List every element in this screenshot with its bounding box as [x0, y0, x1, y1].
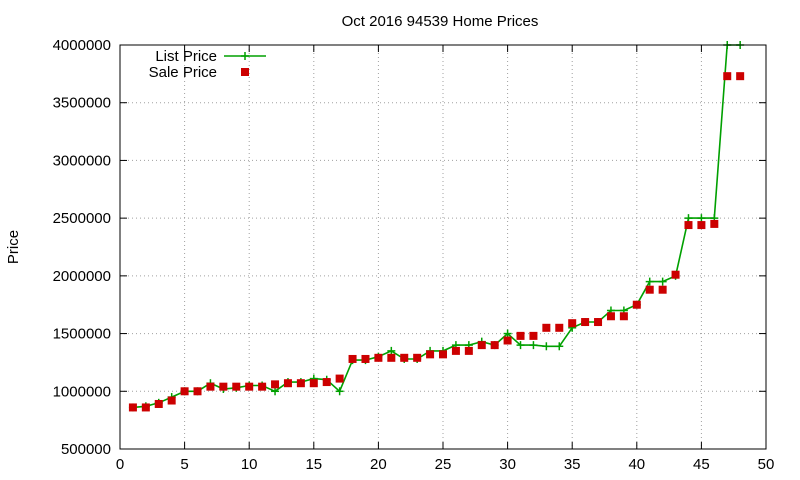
list-price-point [503, 329, 512, 338]
list-price-point [387, 346, 396, 355]
sale-price-point [516, 331, 525, 340]
sale-price-point [581, 318, 590, 327]
sale-price-point [413, 353, 422, 362]
sale-price-point [632, 300, 641, 309]
x-tick-label: 20 [370, 456, 387, 473]
sale-price-point [736, 72, 745, 81]
sale-price-point [490, 341, 499, 350]
y-tick-label: 500000 [61, 441, 111, 458]
list-price-line [132, 44, 741, 409]
sale-price-point [451, 346, 460, 355]
sale-price-point [426, 350, 435, 359]
sale-price-point [503, 336, 512, 345]
sale-price-point [645, 285, 654, 294]
y-tick-label: 2500000 [53, 210, 111, 227]
x-tick-label: 10 [241, 456, 258, 473]
sale-price-point [387, 353, 396, 362]
sale-price-point [671, 270, 680, 279]
sale-price-point [697, 221, 706, 230]
sale-price-point [258, 382, 267, 391]
sale-price-point [296, 379, 305, 388]
list-price-point [542, 342, 551, 351]
legend-marker-sale-price [241, 68, 249, 76]
tick-labels: 0 5 10 15 20 25 30 35 40 45 50 500000 1000000 1500000… [53, 37, 775, 473]
sale-price-point [374, 353, 383, 362]
sale-price-point [723, 72, 732, 81]
x-tick-label: 35 [564, 456, 581, 473]
y-tick-label: 3500000 [53, 95, 111, 112]
list-price-point [335, 387, 344, 396]
sale-price-point [309, 379, 318, 388]
sale-price-point [180, 387, 189, 396]
y-tick-label: 2000000 [53, 268, 111, 285]
sale-price-point [477, 341, 486, 350]
sale-price-point [594, 318, 603, 327]
list-price-point [555, 342, 564, 351]
list-price-point [516, 341, 525, 350]
list-price-point [697, 214, 706, 223]
sale-price-point [232, 382, 241, 391]
y-tick-label: 3000000 [53, 152, 111, 169]
x-tick-label: 45 [693, 456, 710, 473]
sale-price-point [167, 396, 176, 405]
sale-price-point [439, 350, 447, 359]
grid [120, 45, 766, 449]
x-tick-label: 50 [758, 456, 775, 473]
x-tick-label: 30 [499, 456, 516, 473]
list-price-point [271, 387, 280, 396]
sale-price-point [710, 219, 719, 228]
sale-price-point [335, 374, 344, 383]
y-tick-label: 1500000 [53, 326, 111, 343]
legend-label-list-price: List Price [155, 48, 217, 65]
sale-price-point [154, 399, 163, 408]
list-price-point [529, 341, 538, 350]
sale-price-point [219, 382, 228, 391]
sale-price-point [619, 312, 628, 321]
x-tick-label: 15 [305, 456, 322, 473]
legend-label-sale-price: Sale Price [149, 64, 217, 81]
y-tick-label: 1000000 [53, 383, 111, 400]
sale-price-point [322, 378, 331, 387]
list-price-point [645, 277, 654, 286]
sale-price-point [193, 387, 202, 396]
sale-price-point [128, 403, 137, 412]
sale-price-point [283, 379, 292, 388]
sale-price-point [464, 346, 473, 355]
list-price-point [684, 214, 693, 223]
sale-price-point [400, 353, 409, 362]
sale-price-point [542, 323, 551, 332]
sale-price-point [658, 285, 667, 294]
sale-price-point [568, 319, 577, 328]
x-tick-label: 25 [435, 456, 452, 473]
sale-price-point [141, 403, 150, 412]
sale-price-point [684, 221, 693, 230]
sale-price-point [529, 331, 538, 340]
sale-price-point [271, 380, 280, 389]
list-price-point [658, 277, 667, 286]
sale-price-point [555, 323, 564, 332]
sale-price-point [606, 312, 615, 321]
sale-price-point [245, 382, 254, 391]
x-tick-label: 0 [116, 456, 124, 473]
y-axis-label: Price [5, 230, 22, 264]
chart-title: Oct 2016 94539 Home Prices [342, 13, 539, 30]
y-tick-label: 4000000 [53, 37, 111, 54]
x-tick-label: 5 [180, 456, 188, 473]
sale-price-point [348, 354, 357, 363]
plot-frame [119, 44, 767, 450]
sale-price-point [206, 382, 215, 391]
sale-price-point [361, 354, 370, 363]
x-tick-label: 40 [628, 456, 645, 473]
plot-area [128, 41, 745, 412]
